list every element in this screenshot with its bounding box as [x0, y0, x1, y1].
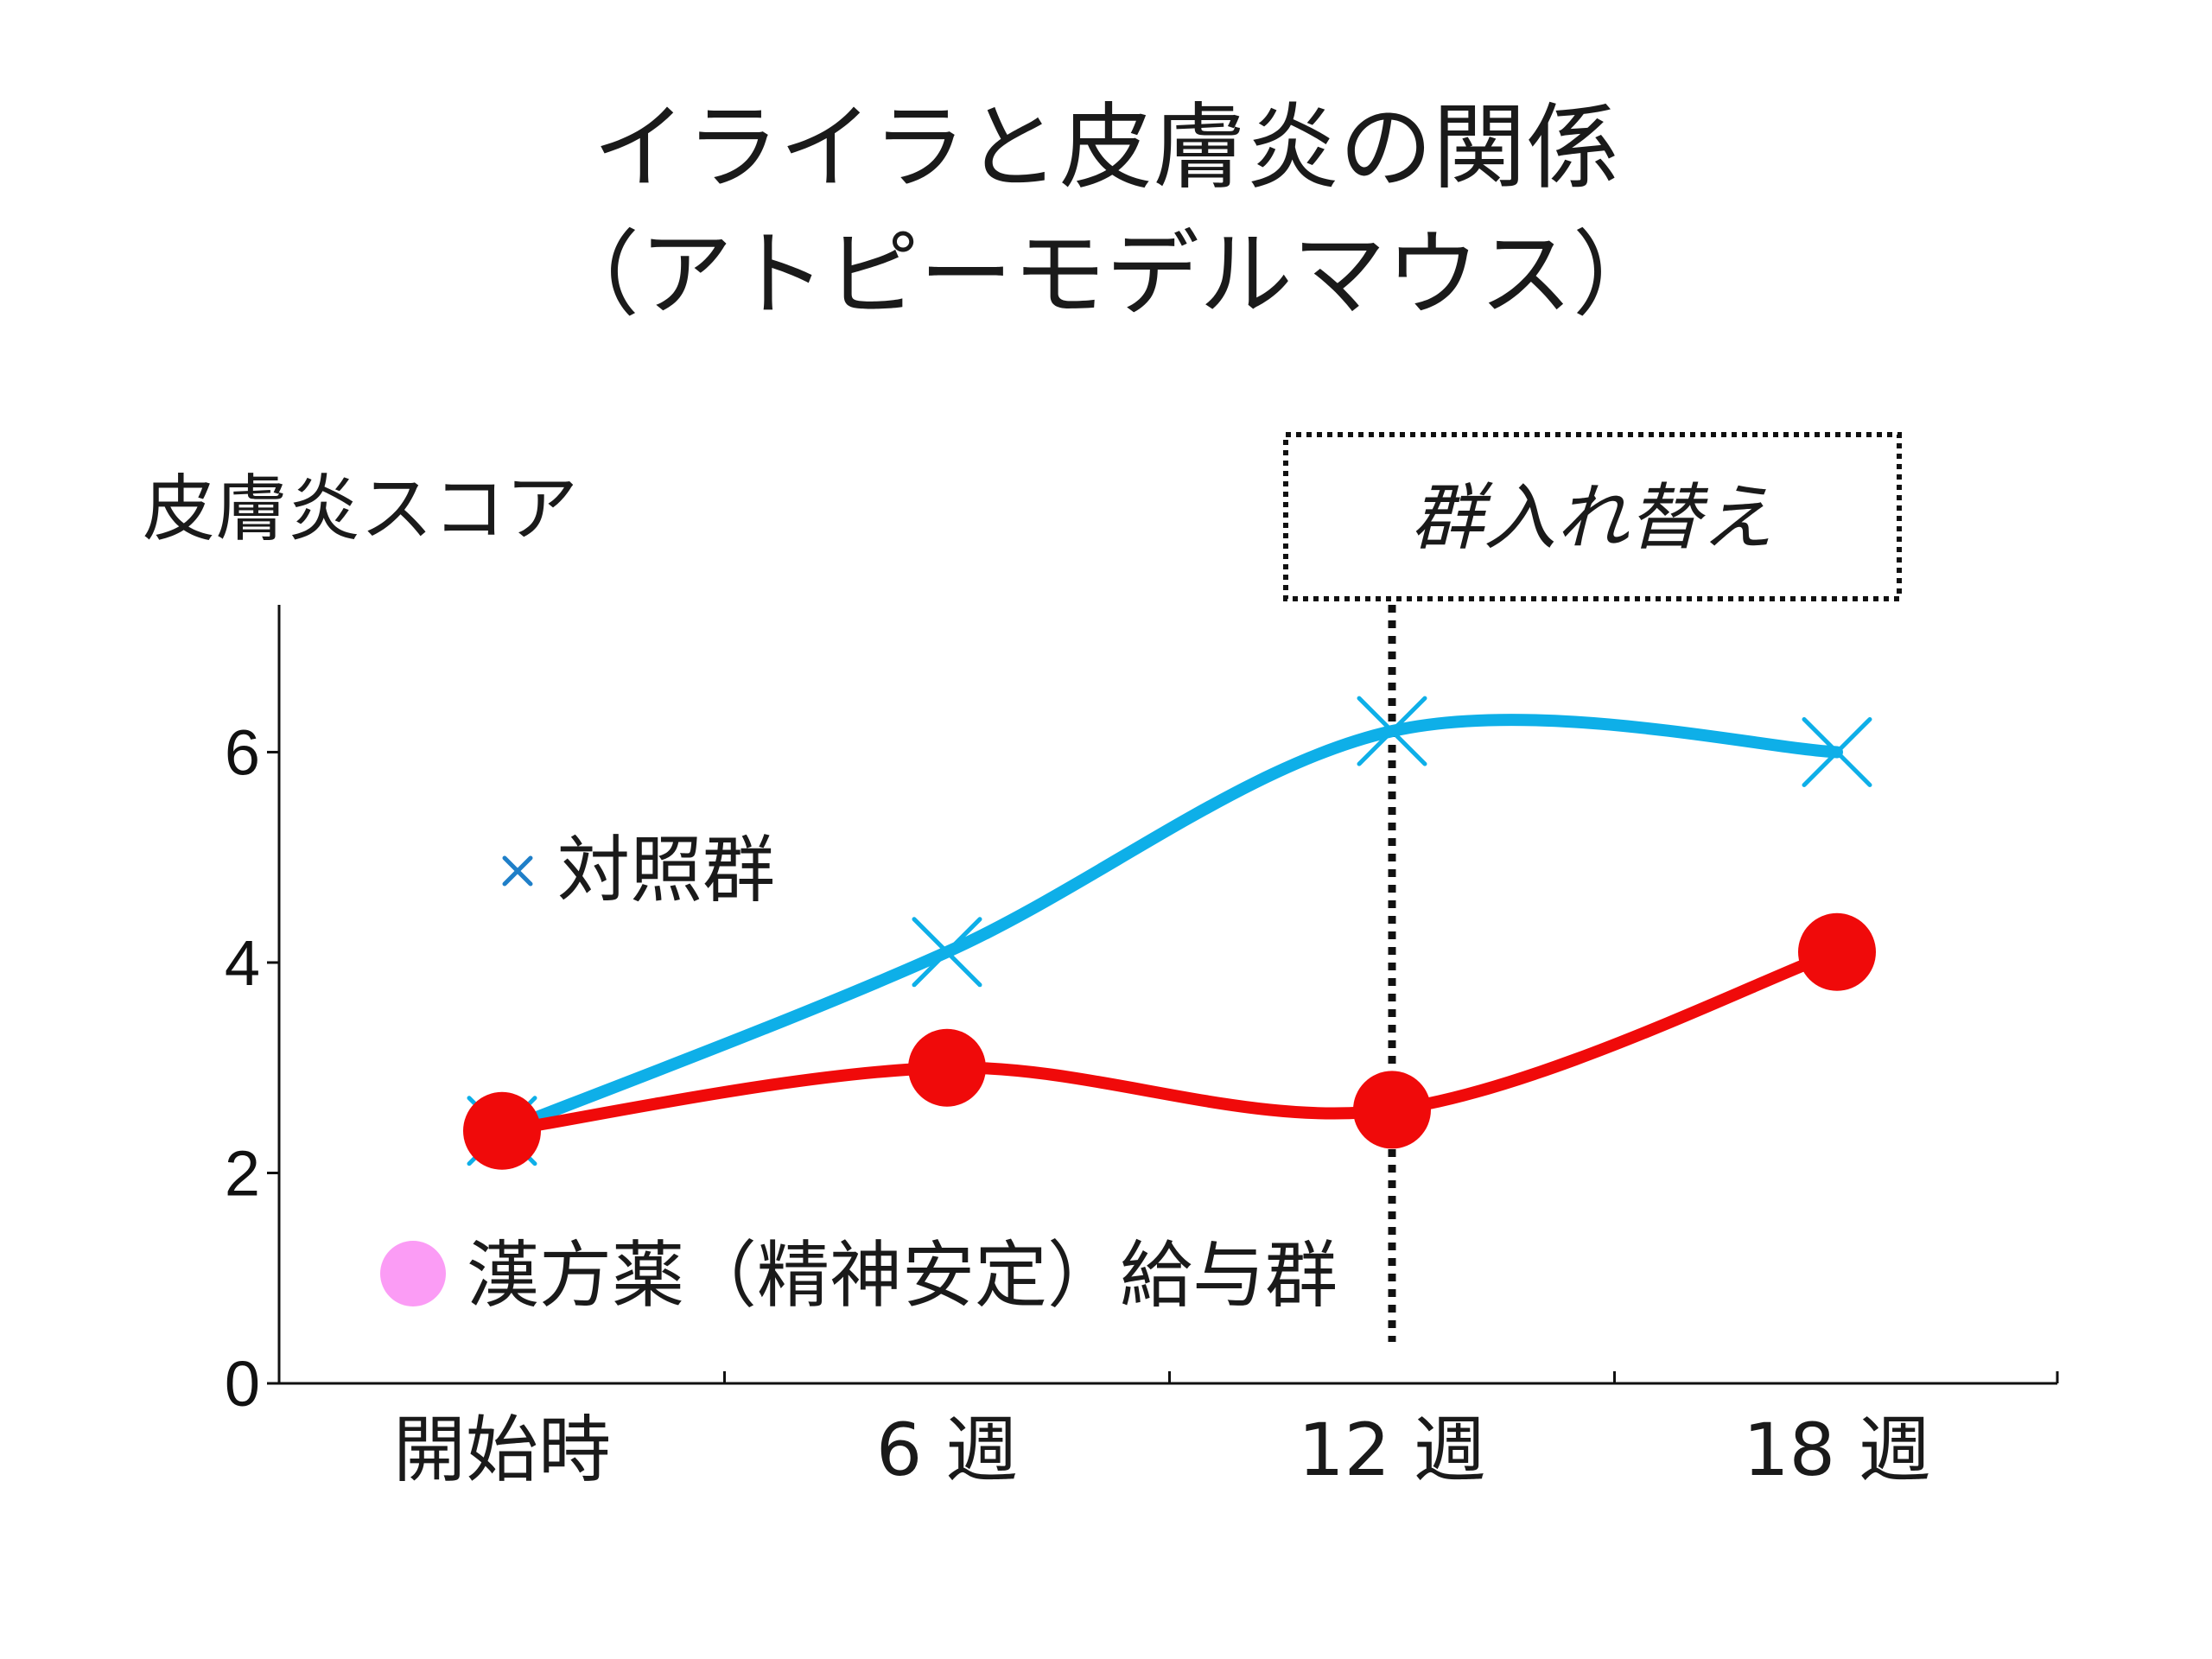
circle-marker-icon [380, 1241, 446, 1306]
chart-subtitle: （アトピーモデルマウス） [545, 221, 1666, 329]
x-tick-label: 12 週 [1298, 1408, 1486, 1492]
kampo-circle-marker [463, 1091, 541, 1170]
y-tick-label: 4 [225, 927, 260, 999]
series-line-kampo [496, 945, 1843, 1137]
y-axis-label: 皮膚炎スコア [143, 467, 578, 551]
series-line-control [496, 714, 1843, 1137]
kampo-circle-marker [1798, 912, 1876, 991]
legend-label-kampo: 漢方薬（精神安定）給与群 [467, 1233, 1338, 1318]
chart-title: イライラと皮膚炎の関係 [592, 94, 1619, 202]
y-tick-label: 0 [225, 1348, 260, 1420]
x-tick-label: 18 週 [1743, 1408, 1931, 1492]
legend-kampo: 漢方薬（精神安定）給与群 [380, 1233, 1338, 1318]
legend-control: 対照群 [502, 828, 775, 912]
annotation-label: 群入れ替え [1411, 475, 1774, 560]
control-x-marker [1357, 696, 1427, 766]
kampo-circle-marker [908, 1028, 986, 1107]
legend-label-control: 対照群 [557, 828, 775, 912]
x-tick-label: 開始時 [393, 1408, 611, 1492]
control-x-marker [912, 917, 982, 988]
x-tick-label: 6 週 [876, 1408, 1018, 1492]
annotation-box [1283, 432, 1902, 601]
control-x-marker [1802, 716, 1872, 787]
kampo-circle-marker [1353, 1071, 1431, 1149]
y-tick-label: 2 [225, 1137, 260, 1209]
x-marker-icon [502, 855, 533, 887]
y-tick-label: 6 [225, 716, 260, 788]
